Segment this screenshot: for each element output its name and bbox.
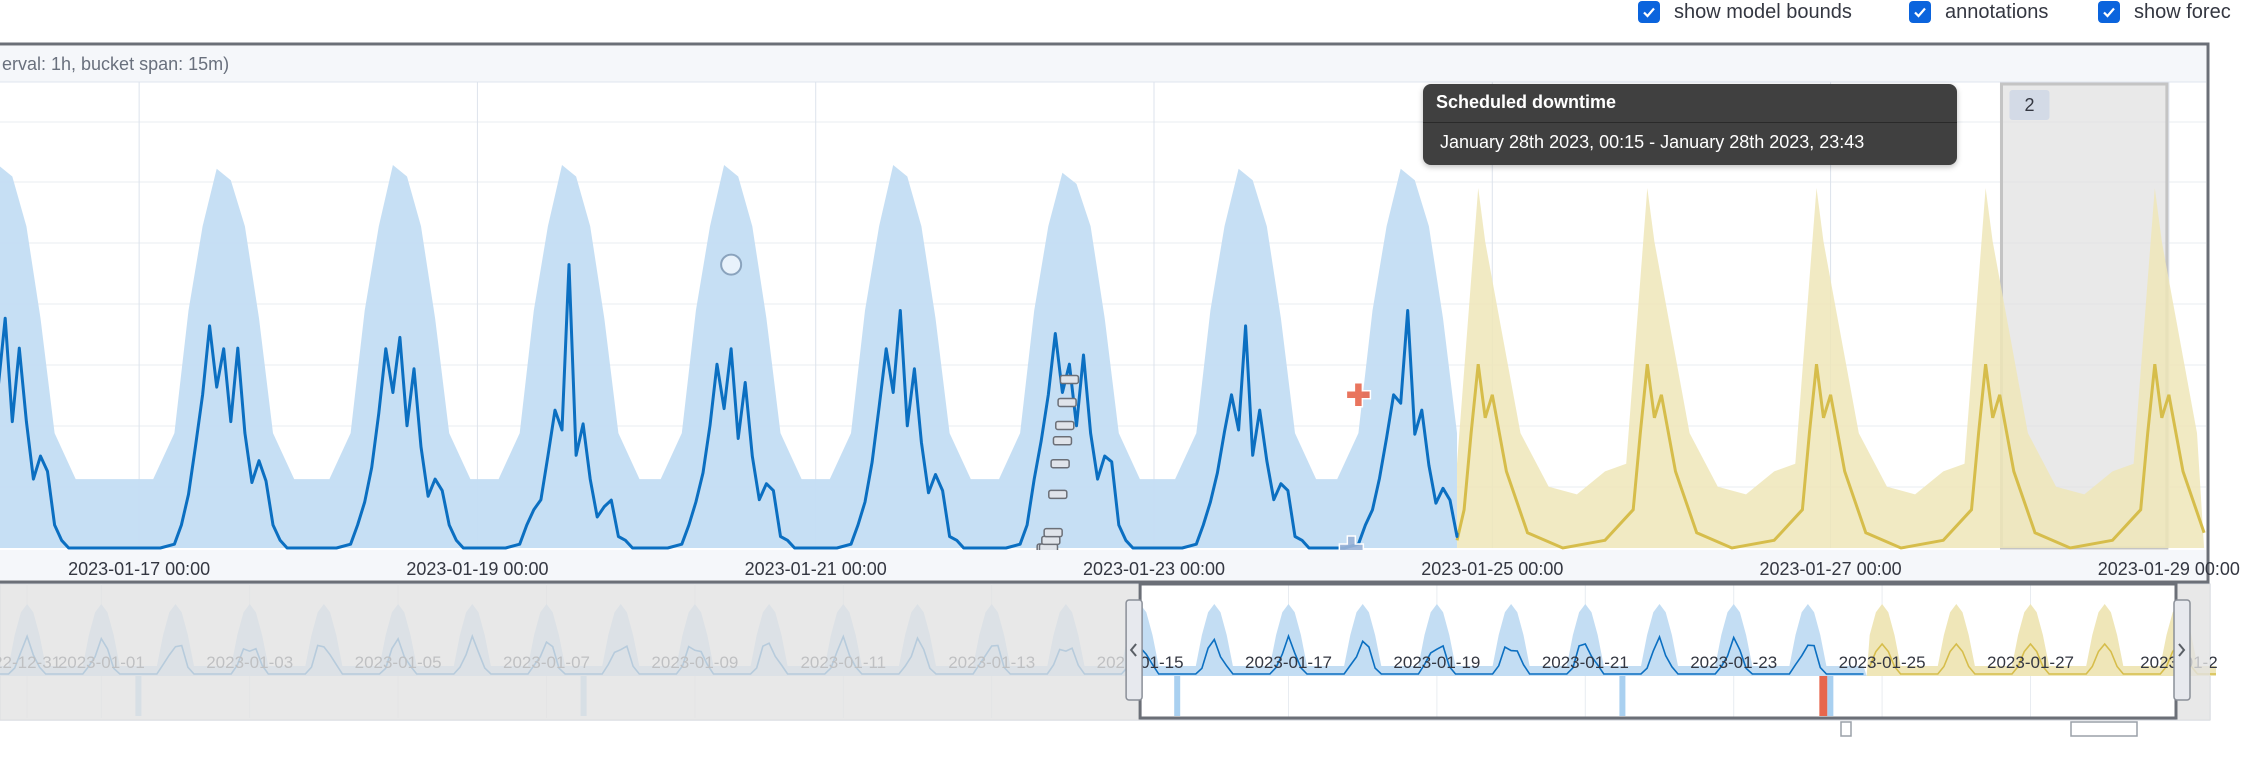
swimlane-low-marker [1174,676,1181,716]
x-tick-label: 2023-01-29 00:00 [2098,559,2240,579]
actual-line [0,263,1459,550]
x-tick-label: 2023-01-19 00:00 [406,559,548,579]
x-tick-label: 2023-01-25 00:00 [1421,559,1563,579]
anomaly-markers [720,253,1372,561]
multi-bucket-marker [1043,527,1063,538]
multi-bucket-marker [1059,374,1080,385]
multi-bucket-marker [1048,489,1068,500]
context-tick-label: 2023-01-27 [1987,653,2074,672]
context-tick-label: 2023-01-25 [1839,653,1926,672]
context-chart[interactable]: 22-12-312023-01-012023-01-032023-01-0520… [0,582,2218,721]
brush-handle-grip [1125,599,1143,701]
focus-x-axis: 2023-01-17 00:00 2023-01-19 00:00 2023-01-… [0,550,2240,580]
multi-bucket-marker [1057,397,1077,408]
context-mask-left [0,584,1141,720]
show-model-bounds-checkbox[interactable]: show model bounds [1638,0,1852,24]
chart-interval-label: erval: 1h, bucket span: 15m) [2,54,229,74]
anomaly-cross-marker [1345,382,1372,408]
tooltip-title: Scheduled downtime [1436,92,1617,112]
forecast-line [1455,364,2206,550]
annotation-badge [2009,90,2050,120]
x-tick-label: 2023-01-23 00:00 [1083,559,1225,579]
x-tick-label: 2023-01-21 00:00 [745,559,887,579]
annotations-checkbox[interactable]: annotations [1909,0,2048,24]
show-model-bounds-label: show model bounds [1674,0,1852,23]
tooltip-range: January 28th 2023, 00:15 - January 28th … [1440,132,1865,152]
show-forecast-label: show forec [2134,0,2231,23]
checkmark-icon [1909,1,1931,23]
focus-header-strip [0,46,2206,82]
model-bounds-area [0,165,1458,548]
multi-bucket-marker [1055,420,1075,431]
model-bounds [0,165,1458,548]
context-tick-label: 2023-01-21 [1542,653,1629,672]
annotations-label: annotations [1945,0,2049,23]
forecast-bounds-area [1457,188,2205,548]
forecast [1455,188,2206,550]
context-forecast-line [1868,642,2216,675]
x-axis-strip [0,550,2206,580]
x-tick-label: 2023-01-27 00:00 [1760,559,1902,579]
checkmark-icon [2098,1,2120,23]
brush-handle-left [1125,599,1143,701]
context-tick-label: 2023-01-19 [1393,653,1480,672]
swimlane-low-marker [1827,676,1834,716]
actual-series [0,263,1459,550]
scrollbar-thumb-right [2070,721,2138,737]
anomaly-circle-marker [720,253,743,276]
brush-handle-grip [2173,599,2191,701]
brush-handle-right [2173,599,2191,701]
checkmark-icon [1638,1,1660,23]
annotation-tooltip: Scheduled downtime January 28th 2023, 00… [1423,84,1957,165]
annotation-badge-number: 2 [2024,95,2034,115]
multi-bucket-marker [1041,535,1061,546]
swimlane-low-marker [1619,676,1626,716]
scrollbar-thumb-left [1840,721,1852,737]
context-tick-label: 2023-01-23 [1690,653,1777,672]
chevron-left-icon [1129,643,1137,657]
context-scrollbar[interactable] [1840,721,2138,737]
context-tick-label: 2023-01-17 [1245,653,1332,672]
show-forecast-checkbox[interactable]: show forec [2098,0,2231,24]
chevron-right-icon [2178,643,2186,657]
x-tick-label: 2023-01-17 00:00 [68,559,210,579]
multi-bucket-marker [1050,458,1070,469]
context-forecast-area [1866,604,2216,676]
chart-options-bar: show model bounds annotations show forec [0,0,2245,30]
swimlane-critical-marker [1819,676,1828,716]
multi-bucket-marker [1052,436,1073,446]
